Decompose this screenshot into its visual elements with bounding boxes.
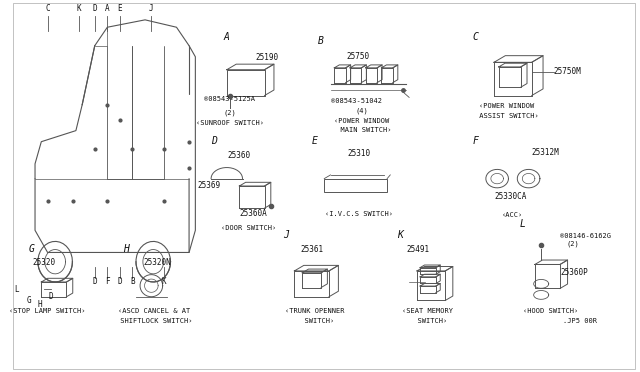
Text: ‹DOOR SWITCH›: ‹DOOR SWITCH› (221, 225, 276, 231)
Text: F: F (472, 135, 478, 145)
Text: J: J (149, 4, 154, 13)
Text: ‹SEAT MEMORY: ‹SEAT MEMORY (403, 308, 454, 314)
Text: J: J (284, 230, 289, 240)
Text: ®08146-6162G: ®08146-6162G (560, 233, 611, 239)
Text: ‹HOOD SWITCH›: ‹HOOD SWITCH› (523, 308, 578, 314)
Text: 25320N: 25320N (144, 259, 172, 267)
Text: A: A (224, 32, 230, 42)
Text: 25750M: 25750M (554, 67, 582, 76)
Text: L: L (14, 285, 19, 294)
Text: E: E (312, 135, 317, 145)
Text: G: G (29, 244, 35, 254)
Text: SWITCH›: SWITCH› (409, 318, 447, 324)
Text: A: A (105, 4, 109, 13)
Text: (2): (2) (566, 240, 579, 247)
Text: ASSIST SWITCH›: ASSIST SWITCH› (475, 113, 538, 119)
Text: ‹TRUNK OPENNER: ‹TRUNK OPENNER (285, 308, 344, 314)
Text: ‹POWER WINDOW: ‹POWER WINDOW (479, 103, 534, 109)
Text: C: C (472, 32, 478, 42)
Text: 25360A: 25360A (239, 209, 267, 218)
Text: 25190: 25190 (255, 54, 278, 62)
Bar (324, 179, 387, 192)
Text: 25320: 25320 (33, 259, 56, 267)
Text: 25360: 25360 (228, 151, 251, 160)
Text: 25330CA: 25330CA (494, 192, 526, 201)
Text: E: E (118, 4, 122, 13)
Text: 25369: 25369 (197, 181, 221, 190)
Text: (2): (2) (223, 109, 236, 115)
Text: B: B (130, 278, 135, 286)
Text: 25310: 25310 (348, 150, 371, 158)
Text: ‹POWER WINDOW: ‹POWER WINDOW (334, 118, 390, 124)
Text: D: D (49, 292, 53, 301)
Text: H: H (124, 244, 129, 254)
Text: .JP5 00R: .JP5 00R (563, 318, 597, 324)
Text: ®08543-5125A: ®08543-5125A (204, 96, 255, 102)
Text: ‹STOP LAMP SWITCH›: ‹STOP LAMP SWITCH› (10, 308, 86, 314)
Text: L: L (519, 219, 525, 229)
Text: ‹SUNROOF SWITCH›: ‹SUNROOF SWITCH› (196, 120, 264, 126)
Text: G: G (26, 296, 31, 305)
Text: ‹I.V.C.S SWITCH›: ‹I.V.C.S SWITCH› (325, 211, 393, 217)
Text: 25750: 25750 (346, 52, 369, 61)
Text: D: D (92, 278, 97, 286)
Text: SWITCH›: SWITCH› (296, 318, 334, 324)
Text: ‹ASCD CANCEL & AT: ‹ASCD CANCEL & AT (118, 308, 191, 314)
Text: B: B (318, 36, 324, 46)
Text: 25312M: 25312M (532, 148, 559, 157)
Text: K: K (397, 230, 403, 240)
Text: ®08543-51042: ®08543-51042 (330, 98, 381, 104)
Text: (4): (4) (356, 107, 369, 114)
Text: 25361: 25361 (300, 246, 323, 254)
Text: H: H (38, 300, 42, 309)
Text: D: D (92, 4, 97, 13)
Text: F: F (105, 278, 109, 286)
Text: ‹ACC›: ‹ACC› (502, 212, 524, 218)
Text: K: K (77, 4, 81, 13)
Text: K: K (162, 278, 166, 286)
Text: 25360P: 25360P (560, 267, 588, 277)
Text: MAIN SWITCH›: MAIN SWITCH› (332, 128, 392, 134)
Text: 25491: 25491 (406, 246, 429, 254)
Text: C: C (45, 4, 50, 13)
Text: SHIFTLOCK SWITCH›: SHIFTLOCK SWITCH› (116, 318, 193, 324)
Text: D: D (211, 135, 217, 145)
Text: D: D (118, 278, 122, 286)
